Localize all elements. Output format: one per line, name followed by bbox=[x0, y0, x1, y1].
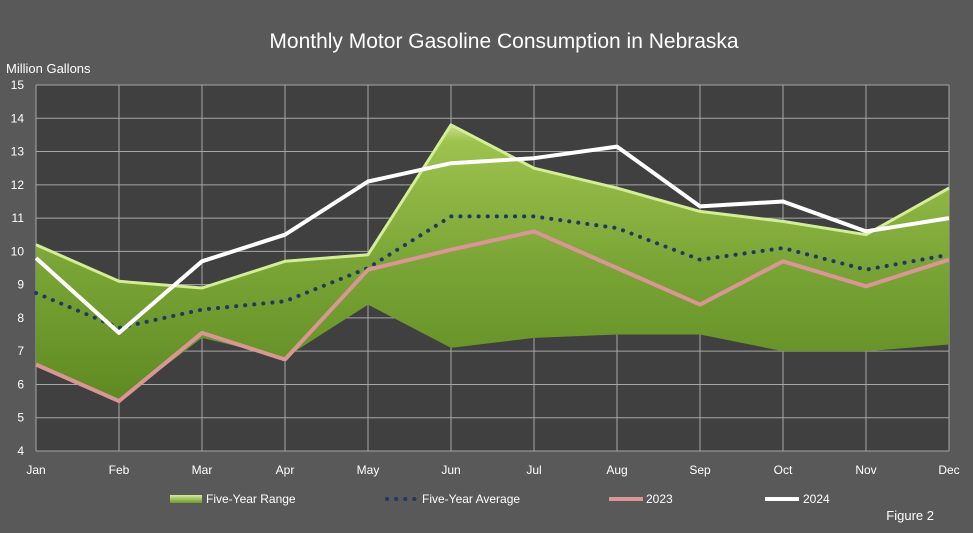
x-tick-label: Oct bbox=[774, 463, 793, 477]
figure-note: Figure 2 bbox=[886, 508, 934, 523]
series-line-five-year-average bbox=[34, 214, 951, 330]
x-tick-label: Jan bbox=[26, 463, 45, 477]
y-tick-label: 11 bbox=[12, 211, 25, 225]
x-tick-label: Jul bbox=[526, 463, 541, 477]
y-tick-label: 7 bbox=[17, 344, 24, 358]
legend-item: Five-Year Range bbox=[170, 492, 296, 506]
x-tick-label: Jun bbox=[441, 463, 460, 477]
x-tick-label: Apr bbox=[276, 463, 295, 477]
five-year-range-area bbox=[35, 123, 950, 402]
series-line-2024 bbox=[34, 144, 950, 335]
x-tick-label: Sep bbox=[689, 463, 711, 477]
x-tick-label: Nov bbox=[855, 463, 876, 477]
y-tick-label: 4 bbox=[17, 444, 24, 458]
y-tick-label: 14 bbox=[11, 111, 25, 125]
range-area bbox=[36, 124, 949, 402]
y-tick-label: 12 bbox=[11, 178, 25, 192]
legend-item: 2023 bbox=[609, 492, 673, 506]
y-tick-label: 15 bbox=[11, 78, 25, 92]
y-tick-label: 5 bbox=[17, 411, 24, 425]
y-tick-label: 9 bbox=[17, 278, 24, 292]
y-axis-ticks: 4 5 6 7 8 9 10 11 12 13 14 15 bbox=[11, 78, 25, 458]
x-tick-label: Feb bbox=[109, 463, 130, 477]
legend-item: 2024 bbox=[765, 492, 830, 506]
x-tick-label: May bbox=[357, 463, 380, 477]
legend-label: Five-Year Average bbox=[422, 492, 520, 506]
y-tick-label: 8 bbox=[17, 311, 24, 325]
x-axis-ticks: Jan Feb Mar Apr May Jun Jul Aug Sep Oct Nov Dec bbox=[26, 463, 959, 477]
x-tick-label: Mar bbox=[192, 463, 213, 477]
y-axis-label: Million Gallons bbox=[6, 61, 91, 76]
x-tick-label: Dec bbox=[938, 463, 959, 477]
legend-label: 2024 bbox=[803, 492, 830, 506]
range-upper-edge bbox=[35, 123, 950, 290]
series-line-2023 bbox=[35, 229, 950, 404]
chart-title: Monthly Motor Gasoline Consumption in Ne… bbox=[269, 30, 739, 53]
legend: Five-Year Range Five-Year Average 2023 2024 bbox=[170, 492, 830, 506]
series-lines bbox=[34, 144, 951, 404]
y-tick-label: 10 bbox=[11, 244, 25, 258]
legend-swatch bbox=[170, 495, 202, 503]
legend-label: Five-Year Range bbox=[206, 492, 296, 506]
legend-label: 2023 bbox=[646, 492, 673, 506]
y-tick-label: 6 bbox=[17, 377, 24, 391]
legend-item: Five-Year Average bbox=[385, 492, 520, 506]
x-tick-label: Aug bbox=[606, 463, 627, 477]
y-tick-label: 13 bbox=[11, 145, 25, 159]
